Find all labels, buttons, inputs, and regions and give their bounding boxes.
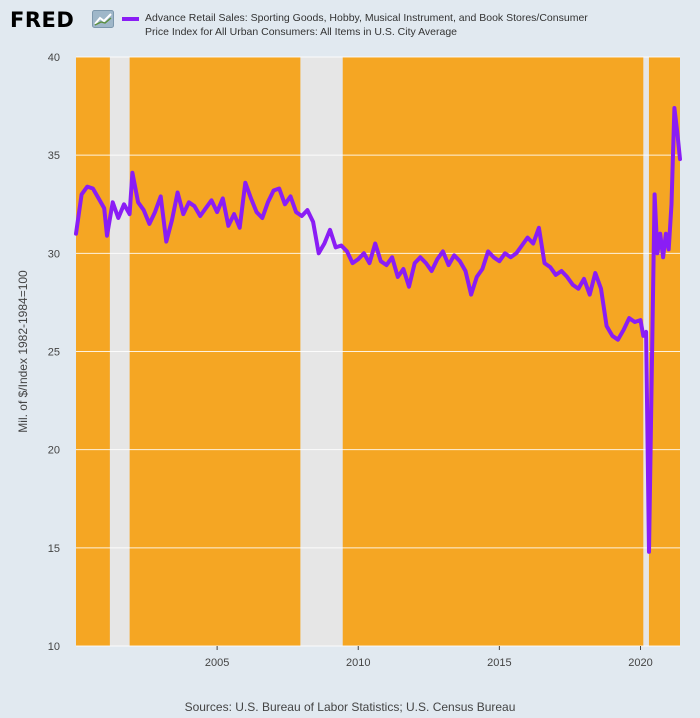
- x-tick-label: 2020: [628, 657, 652, 669]
- series-layer: [74, 106, 682, 554]
- source-note: Sources: U.S. Bureau of Labor Statistics…: [184, 700, 516, 714]
- y-tick-label: 25: [48, 347, 60, 359]
- y-tick-label: 35: [48, 150, 60, 162]
- y-tick-label: 20: [48, 445, 60, 457]
- legend-label: Advance Retail Sales: Sporting Goods, Ho…: [145, 12, 588, 38]
- series-line: [74, 106, 682, 554]
- x-tick-label: 2005: [205, 657, 229, 669]
- y-tick-label: 15: [48, 543, 60, 555]
- trend-chart-icon: [92, 10, 114, 28]
- y-tick-label: 30: [48, 248, 60, 260]
- y-tick-label: 40: [48, 52, 60, 64]
- axis-layer: 10 15 20 25 30 35 40 2005 2010 2015 2020 Mil. of $/…: [16, 52, 653, 669]
- grid-layer: [76, 56, 680, 647]
- y-axis-label: Mil. of $/Index 1982-1984=100: [16, 270, 30, 433]
- legend-swatch: [122, 17, 139, 21]
- y-tick-label: 10: [48, 641, 60, 653]
- fred-logo[interactable]: FRED: [10, 8, 75, 32]
- x-tick-label: 2015: [487, 657, 511, 669]
- x-tick-label: 2010: [346, 657, 370, 669]
- chart-header: FRED Advance Retail Sales: Sporting Good…: [0, 0, 700, 52]
